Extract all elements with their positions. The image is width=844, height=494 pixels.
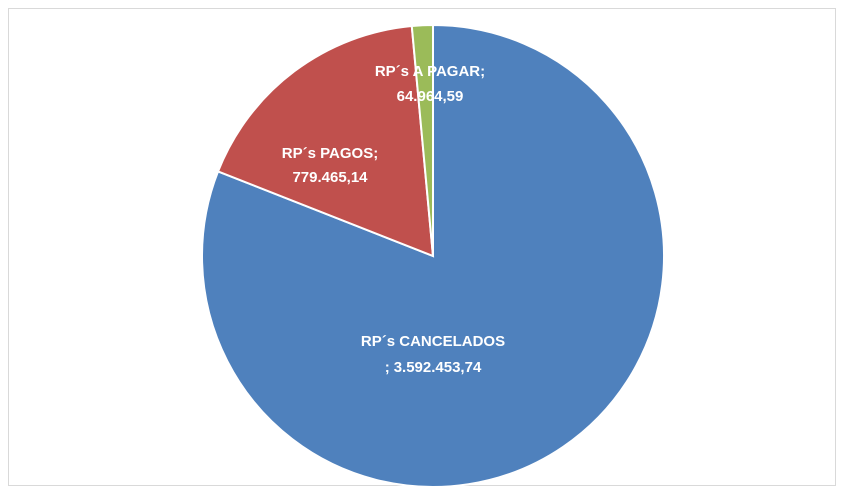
data-label: RP´s A PAGAR; <box>375 63 485 80</box>
data-label: RP´s CANCELADOS <box>361 333 505 350</box>
pie-slice <box>216 24 435 258</box>
label-category: RP´s CANCELADOS <box>361 333 505 350</box>
label-category: RP´s PAGOS <box>282 145 373 162</box>
label-separator: ; <box>373 145 378 162</box>
label-value: 64.964,59 <box>397 88 464 105</box>
label-separator: ; <box>385 359 390 376</box>
pie-slice <box>410 23 434 257</box>
pie-slice <box>201 23 665 488</box>
data-label: 64.964,59 <box>397 88 464 105</box>
label-value: 779.465,14 <box>292 169 368 186</box>
data-label: RP´s PAGOS; <box>282 145 378 162</box>
label-value: 3.592.453,74 <box>394 359 482 376</box>
data-label: ; 3.592.453,74 <box>385 359 482 376</box>
data-label: 779.465,14 <box>292 169 368 186</box>
label-category: RP´s A PAGAR <box>375 63 480 80</box>
label-separator: ; <box>480 63 485 80</box>
